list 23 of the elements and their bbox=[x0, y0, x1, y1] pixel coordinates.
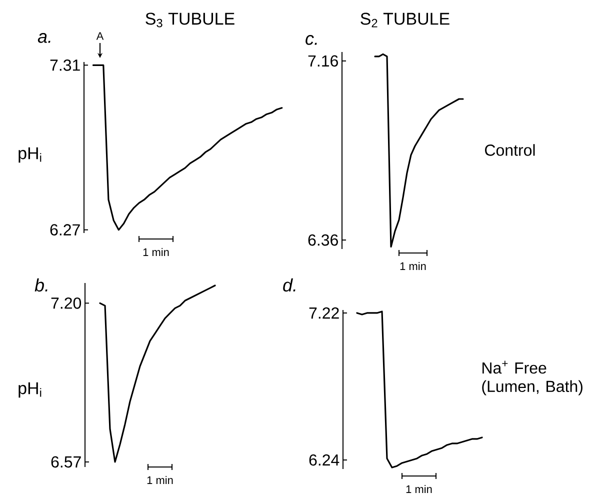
y-tick-label: 7.31 bbox=[50, 59, 80, 71]
text: 1 min bbox=[406, 484, 432, 493]
text: Control bbox=[485, 144, 535, 156]
text: 1 min bbox=[400, 262, 426, 270]
text: d. bbox=[283, 278, 296, 292]
y-axis-title: pH$_{i}$ bbox=[18, 382, 42, 398]
text: 1 min bbox=[147, 476, 173, 484]
y-tick-label: 7.16 bbox=[308, 55, 338, 66]
y-tick-label: 6.57 bbox=[51, 456, 81, 468]
text: 1 min bbox=[143, 248, 169, 256]
chart-title: S$_{2}$ TUBULE bbox=[360, 12, 450, 28]
annotation: Na$^{+}$ Free (Lumen, Bath) bbox=[482, 360, 582, 396]
y-tick-label: 6.36 bbox=[308, 234, 338, 246]
y-tick-label: 6.24 bbox=[309, 454, 340, 466]
text: c. bbox=[306, 34, 317, 45]
y-tick-label: 6.27 bbox=[50, 224, 80, 236]
y-tick-label: 7.22 bbox=[309, 307, 339, 318]
y-axis-title: pH$_{i}$ bbox=[18, 147, 42, 162]
text: a. bbox=[38, 32, 50, 43]
y-tick-label: 7.20 bbox=[51, 297, 82, 309]
chart-title: S$_{3}$ TUBULE bbox=[146, 12, 234, 28]
text: A bbox=[96, 32, 104, 40]
text: b. bbox=[34, 278, 48, 292]
